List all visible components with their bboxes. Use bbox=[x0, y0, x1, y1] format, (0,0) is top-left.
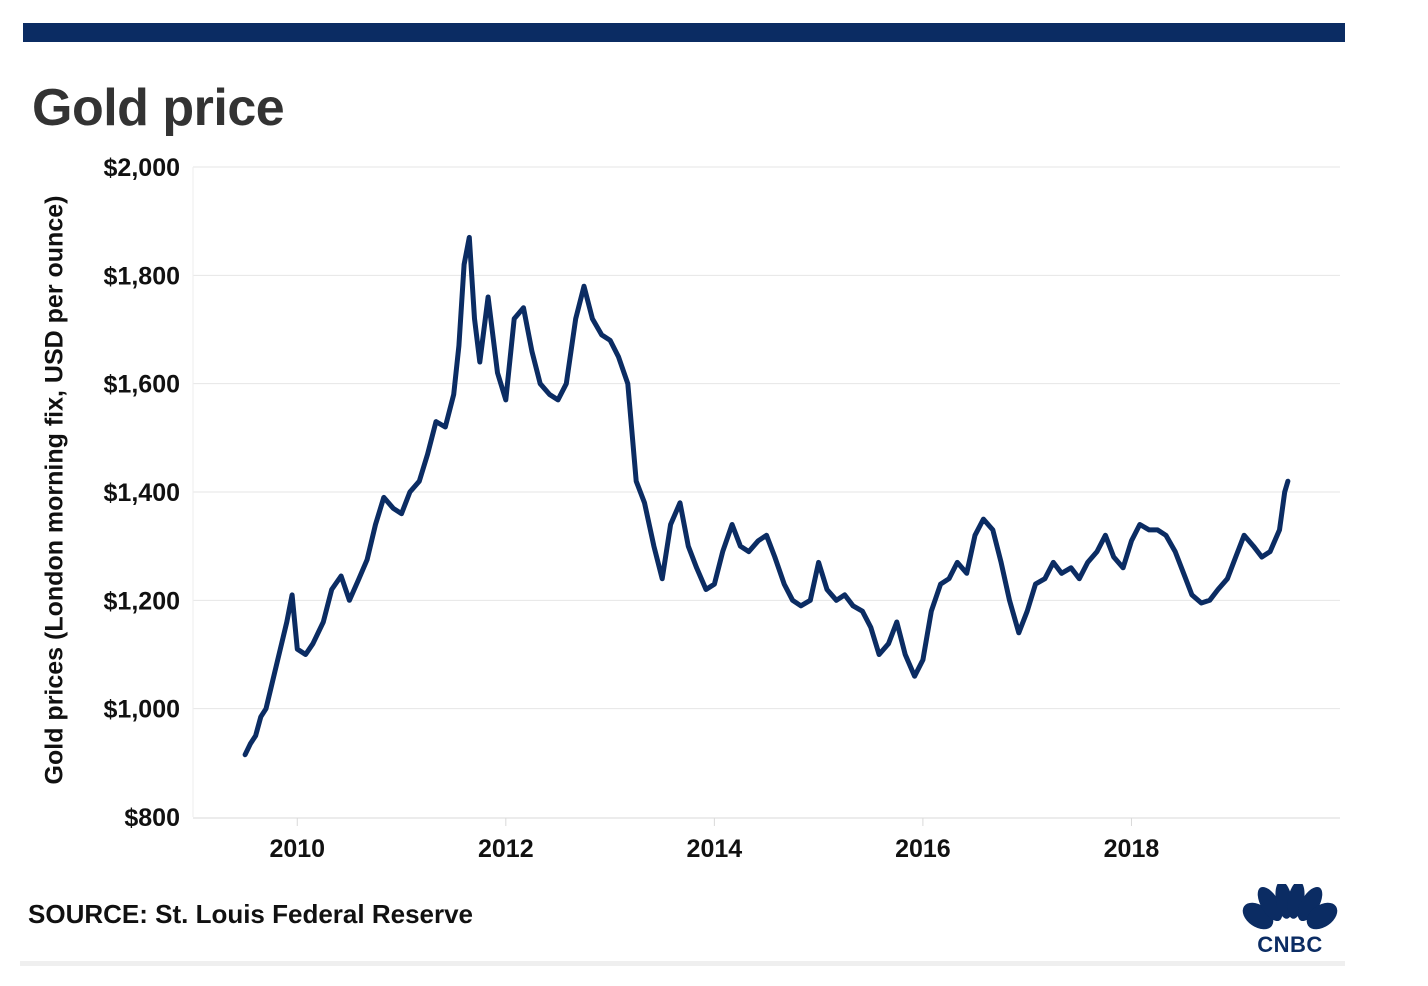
source-note: SOURCE: St. Louis Federal Reserve bbox=[28, 899, 474, 929]
y-tick-label: $800 bbox=[124, 804, 180, 832]
chart-title: Gold price bbox=[32, 79, 285, 137]
chart-series bbox=[242, 234, 1291, 758]
y-tick-label: $1,600 bbox=[104, 371, 180, 399]
cnbc-logo-text: CNBC bbox=[1257, 932, 1323, 957]
x-tick-label: 2014 bbox=[687, 835, 743, 863]
y-tick-label: $1,800 bbox=[104, 262, 180, 290]
y-tick-label: $1,000 bbox=[104, 696, 180, 724]
x-tick-label: 2010 bbox=[269, 835, 325, 863]
x-tick-label: 2012 bbox=[478, 835, 534, 863]
x-axis: 2010 2012 2014 2016 2018 bbox=[193, 817, 1340, 863]
y-axis-ticks: $800 $1,000 $1,200 $1,400 $1,600 $1,800 $2,000 bbox=[104, 154, 180, 832]
header-accent-bar bbox=[23, 23, 1345, 42]
y-tick-label: $1,400 bbox=[104, 479, 180, 507]
x-tick-label: 2016 bbox=[895, 835, 951, 863]
footer-divider bbox=[20, 961, 1345, 966]
chart-grid bbox=[192, 166, 1340, 817]
y-tick-label: $1,200 bbox=[104, 587, 180, 615]
x-tick-label: 2018 bbox=[1104, 835, 1160, 863]
gold-price-line bbox=[242, 234, 1291, 758]
y-tick-label: $2,000 bbox=[104, 154, 180, 182]
nbc-peacock-icon bbox=[1242, 884, 1338, 930]
